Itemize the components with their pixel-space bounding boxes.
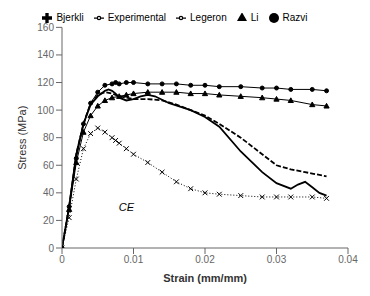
svg-text:Strain (mm/mm): Strain (mm/mm)	[163, 272, 247, 284]
html-text:Razvi: Razvi	[282, 12, 308, 23]
svg-text:20: 20	[43, 215, 55, 226]
svg-text:0.02: 0.02	[195, 254, 215, 265]
svg-text:80: 80	[43, 132, 55, 143]
svg-text:0: 0	[59, 254, 65, 265]
svg-text:60: 60	[43, 160, 55, 171]
svg-text:Stress (MPa): Stress (MPa)	[16, 106, 28, 170]
svg-text:0.01: 0.01	[124, 254, 144, 265]
svg-text:40: 40	[43, 187, 55, 198]
svg-text:160: 160	[37, 22, 54, 33]
svg-text:140: 140	[37, 49, 54, 60]
svg-text:120: 120	[37, 77, 54, 88]
svg-text:0.04: 0.04	[338, 254, 358, 265]
html-text:Experimental: Experimental	[107, 12, 166, 23]
svg-text:CE: CE	[119, 201, 135, 213]
svg-text:0.03: 0.03	[267, 254, 287, 265]
html-text:Legeron: Legeron	[190, 12, 227, 23]
html-text:Li: Li	[250, 12, 259, 23]
svg-text:100: 100	[37, 105, 54, 116]
html-text:Bjerkli: Bjerkli	[56, 12, 84, 23]
svg-text:0: 0	[48, 243, 54, 254]
